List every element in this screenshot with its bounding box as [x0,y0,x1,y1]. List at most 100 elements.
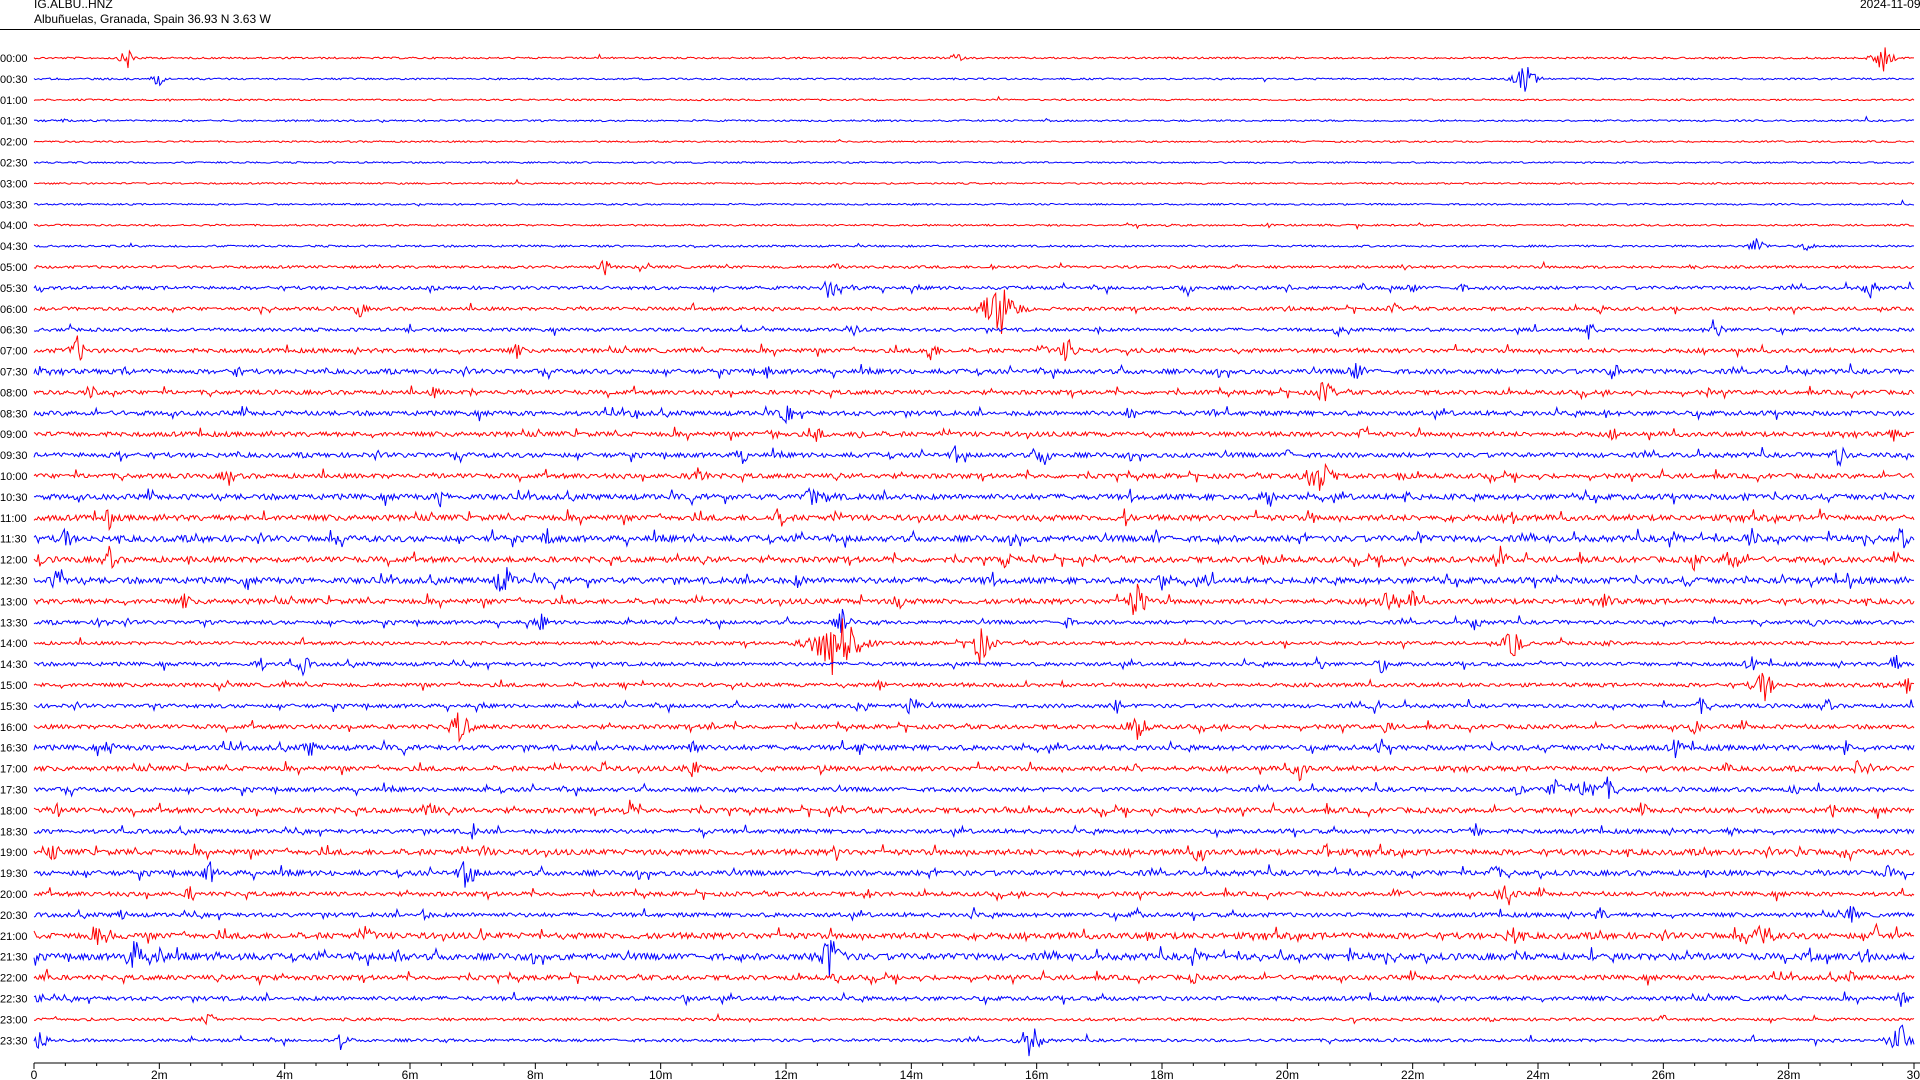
row-time-label: 20:30 [0,910,28,922]
x-tick-label: 6m [402,1068,419,1080]
row-time-label: 09:30 [0,450,28,462]
trace-row: 14:30 [0,655,1915,677]
row-time-label: 05:30 [0,283,28,295]
x-tick-label: 16m [1025,1068,1048,1080]
trace-row: 06:00 [0,289,1915,334]
trace-row: 08:00 [0,381,1915,402]
seismic-trace [33,222,1915,231]
row-time-label: 03:00 [0,178,28,190]
trace-row: 13:30 [0,608,1915,634]
trace-rows: 00:00 00:30 01:00 01:30 02:00 02:30 03:00 03:30… [0,47,1915,1057]
trace-row: 03:00 [0,178,1915,190]
trace-row: 00:00 [0,47,1914,72]
seismic-trace [33,655,1915,677]
seismic-trace [33,527,1915,549]
x-axis: 0 2m 4m 6m 8m 10m 12m 14m 16m 18m 20m 22m 24m 26m 28m 3… [31,1062,1920,1080]
row-time-label: 17:00 [0,764,28,776]
x-tick-label: 8m [527,1068,544,1080]
header-divider [0,29,1920,30]
row-time-label: 21:30 [0,952,28,964]
x-tick-label: 12m [774,1068,797,1080]
seismic-trace [33,1024,1915,1057]
row-time-label: 04:30 [0,241,28,253]
seismic-trace [33,922,1915,945]
trace-row: 17:00 [0,759,1915,782]
row-time-label: 08:30 [0,408,28,420]
trace-row: 19:00 [0,842,1915,862]
row-time-label: 12:00 [0,555,28,567]
seismic-trace [33,885,1915,906]
row-time-label: 20:00 [0,889,28,901]
trace-row: 16:30 [0,738,1915,759]
seismic-trace [33,66,1915,92]
row-time-label: 21:00 [0,931,28,943]
row-time-label: 09:00 [0,429,28,441]
trace-row: 09:30 [0,445,1915,467]
row-time-label: 14:30 [0,659,28,671]
seismic-trace [33,160,1915,165]
trace-row: 22:00 [0,968,1915,987]
x-tick-label: 0 [31,1068,38,1080]
trace-row: 09:00 [0,425,1915,442]
row-time-label: 22:30 [0,994,28,1006]
record-date: 2024-11-09 [1860,0,1920,11]
trace-row: 10:30 [0,486,1915,508]
seismic-trace [33,759,1915,782]
trace-row: 21:30 [0,940,1915,978]
x-tick-label: 30 [1907,1068,1920,1080]
seismic-trace [33,404,1915,425]
row-time-label: 16:00 [0,722,28,734]
row-time-label: 06:00 [0,304,28,316]
trace-row: 04:30 [0,238,1915,253]
seismic-trace [33,608,1915,634]
trace-row: 01:30 [0,115,1915,128]
trace-row: 03:30 [0,199,1915,211]
row-time-label: 16:30 [0,743,28,755]
trace-row: 07:00 [0,335,1915,362]
row-time-label: 08:00 [0,387,28,399]
x-tick-label: 26m [1652,1068,1675,1080]
trace-row: 06:30 [0,319,1915,340]
seismic-trace [33,178,1915,185]
row-time-label: 12:30 [0,576,28,588]
row-time-label: 05:00 [0,262,28,274]
seismic-trace [33,445,1915,467]
row-time-label: 07:00 [0,346,28,358]
seismic-trace [33,508,1915,532]
trace-row: 11:00 [0,508,1915,532]
row-time-label: 19:30 [0,868,28,880]
trace-row: 15:30 [0,697,1915,715]
row-time-label: 14:00 [0,638,28,650]
trace-row: 23:30 [0,1024,1915,1057]
x-tick-label: 24m [1526,1068,1549,1080]
x-tick-label: 20m [1276,1068,1299,1080]
seismic-trace [33,115,1915,124]
trace-row: 18:00 [0,799,1915,819]
seismic-trace [33,486,1915,508]
row-time-label: 11:00 [0,513,27,525]
x-tick-label: 10m [649,1068,672,1080]
row-time-label: 18:00 [0,805,28,817]
trace-row: 00:30 [0,66,1915,92]
trace-row: 12:30 [0,567,1915,592]
trace-row: 02:30 [0,158,1915,170]
seismic-trace [33,697,1915,715]
seismic-trace [33,738,1915,759]
seismic-trace [33,381,1915,402]
trace-row: 07:30 [0,362,1915,381]
trace-row: 11:30 [0,527,1915,549]
seismic-trace [33,259,1915,276]
trace-row: 22:30 [0,991,1915,1007]
trace-row: 01:00 [0,95,1915,107]
trace-row: 19:30 [0,861,1915,888]
row-time-label: 10:00 [0,471,28,483]
row-time-label: 07:30 [0,367,28,379]
trace-row: 17:30 [0,776,1914,799]
seismic-trace [33,712,1915,743]
seismic-trace [33,968,1915,987]
row-time-label: 10:30 [0,492,28,504]
row-time-label: 13:30 [0,617,28,629]
seismic-trace [33,861,1915,888]
row-time-label: 19:00 [0,847,28,859]
seismic-trace [33,799,1915,819]
